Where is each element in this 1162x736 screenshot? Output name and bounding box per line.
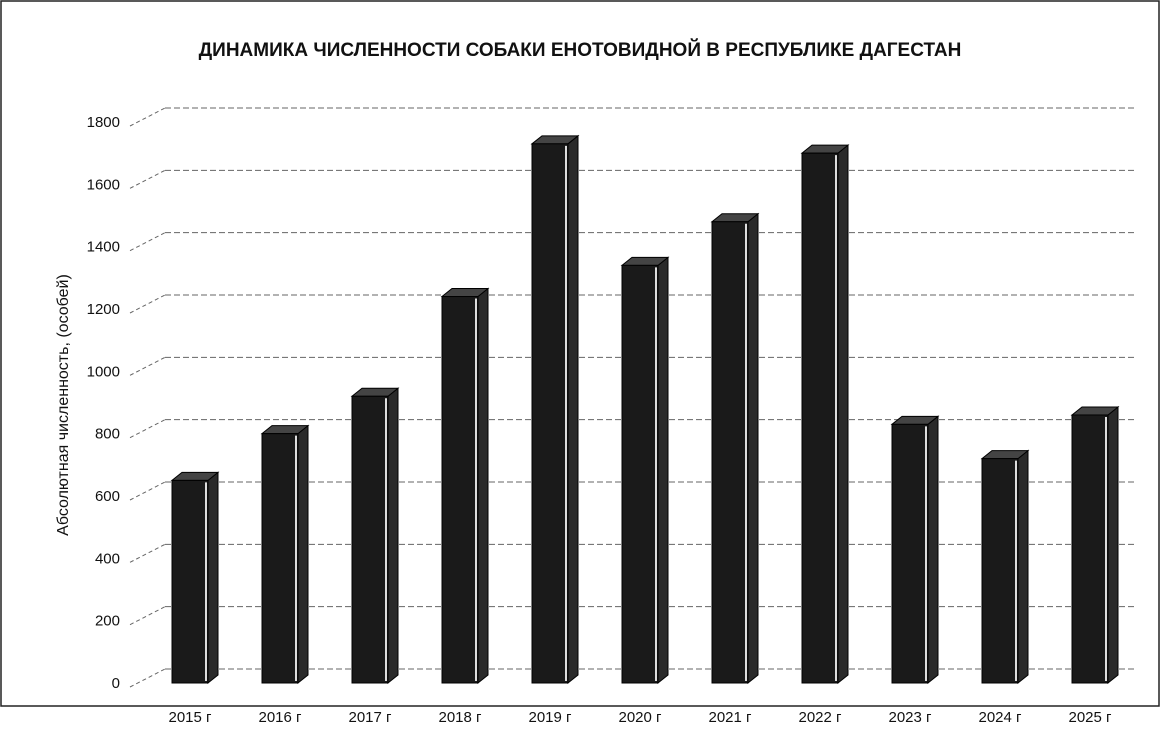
y-tick-label: 400 bbox=[95, 550, 120, 567]
bar bbox=[441, 296, 479, 684]
x-tick-label: 2023 г bbox=[888, 709, 932, 726]
y-tick-label: 1600 bbox=[87, 176, 120, 193]
x-tick-label: 2025 г bbox=[1068, 709, 1112, 726]
bar-side bbox=[207, 471, 219, 685]
bar bbox=[261, 433, 299, 684]
bar bbox=[531, 143, 569, 684]
y-tick-label: 1800 bbox=[87, 114, 120, 131]
y-tick-label: 1000 bbox=[87, 363, 120, 380]
x-tick-label: 2020 г bbox=[618, 709, 662, 726]
x-tick-label: 2021 г bbox=[708, 709, 752, 726]
bar-side bbox=[477, 287, 489, 685]
bar-side bbox=[297, 424, 309, 685]
bar bbox=[351, 395, 389, 684]
y-tick-label: 200 bbox=[95, 613, 120, 630]
y-tick-label: 1400 bbox=[87, 239, 120, 256]
x-tick-label: 2018 г bbox=[438, 709, 482, 726]
y-axis-label: Абсолютная численность, (особей) bbox=[55, 274, 72, 536]
bar-side bbox=[747, 212, 759, 685]
chart-title: ДИНАМИКА ЧИСЛЕННОСТИ СОБАКИ ЕНОТОВИДНОЙ … bbox=[199, 39, 962, 61]
bar bbox=[801, 152, 839, 684]
bar-side bbox=[927, 415, 939, 685]
x-tick-label: 2019 г bbox=[528, 709, 572, 726]
x-tick-label: 2015 г bbox=[168, 709, 212, 726]
bar bbox=[171, 479, 209, 684]
bar-side bbox=[387, 387, 399, 685]
bar-side bbox=[1017, 449, 1029, 685]
bar-side bbox=[1107, 405, 1119, 685]
x-tick-label: 2017 г bbox=[348, 709, 392, 726]
x-tick-label: 2016 г bbox=[258, 709, 302, 726]
y-tick-label: 600 bbox=[95, 488, 120, 505]
bar bbox=[621, 264, 659, 684]
bar bbox=[891, 423, 929, 684]
bar-side bbox=[837, 144, 849, 685]
x-tick-label: 2024 г bbox=[978, 709, 1022, 726]
bar-side bbox=[657, 256, 669, 685]
x-tick-label: 2022 г bbox=[798, 709, 842, 726]
y-tick-label: 1200 bbox=[87, 301, 120, 318]
bar-side bbox=[567, 134, 579, 685]
bar bbox=[981, 458, 1019, 684]
bar bbox=[711, 221, 749, 684]
bar bbox=[1071, 414, 1109, 684]
y-tick-label: 0 bbox=[112, 675, 120, 692]
y-tick-label: 800 bbox=[95, 426, 120, 443]
